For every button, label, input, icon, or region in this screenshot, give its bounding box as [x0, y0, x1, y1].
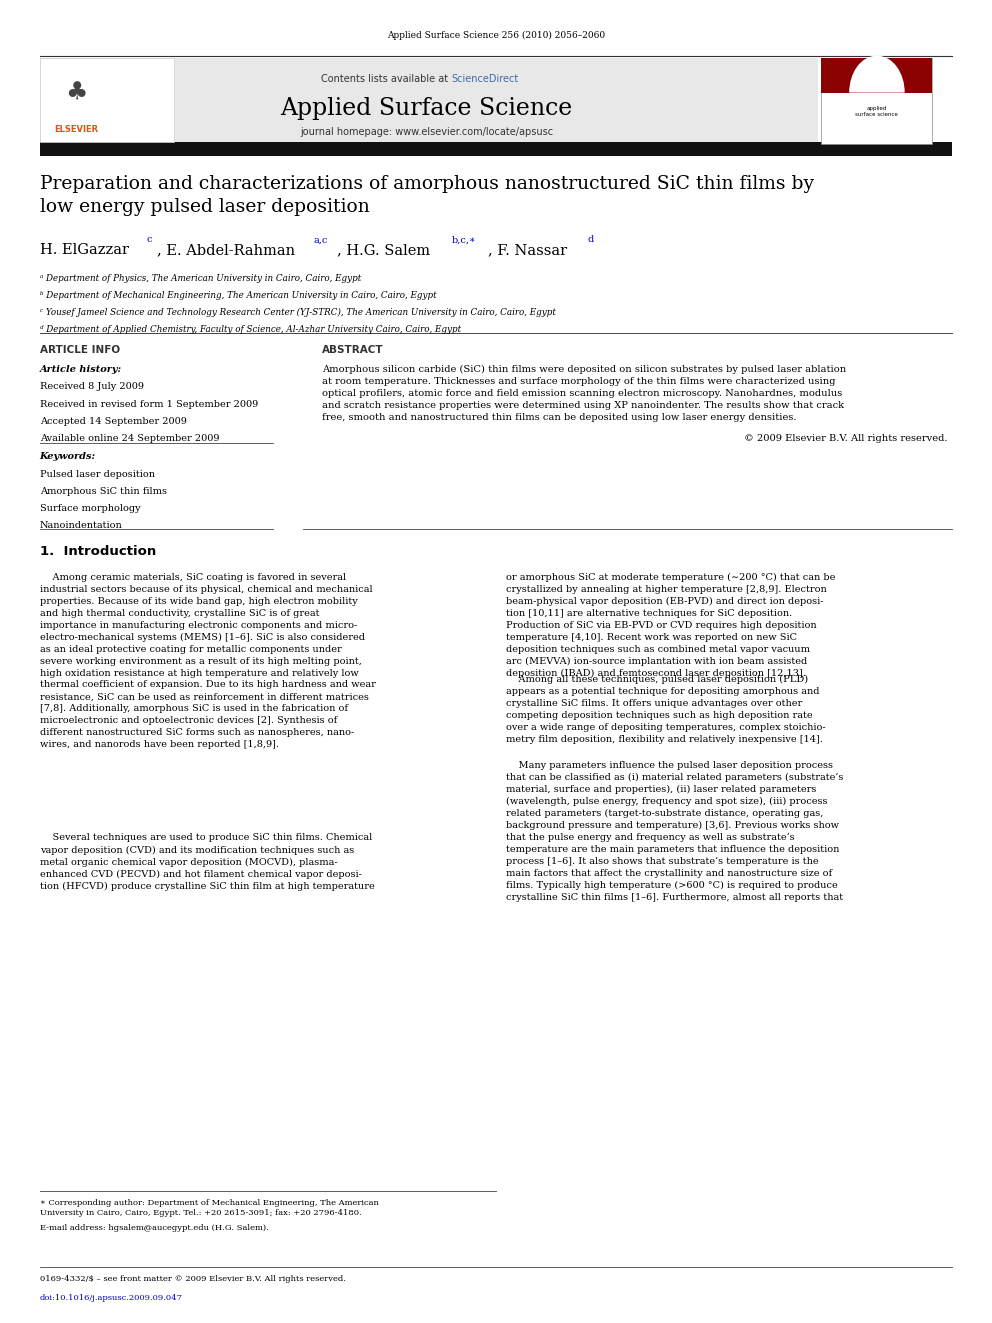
- Text: H. ElGazzar: H. ElGazzar: [40, 243, 129, 258]
- Text: Contents lists available at: Contents lists available at: [321, 74, 451, 85]
- Text: b,c,∗: b,c,∗: [451, 235, 476, 245]
- Text: Amorphous silicon carbide (SiC) thin films were deposited on silicon substrates : Amorphous silicon carbide (SiC) thin fil…: [322, 365, 846, 422]
- Text: Nanoindentation: Nanoindentation: [40, 521, 122, 531]
- Text: Many parameters influence the pulsed laser deposition process
that can be classi: Many parameters influence the pulsed las…: [506, 761, 843, 902]
- Text: journal homepage: www.elsevier.com/locate/apsusc: journal homepage: www.elsevier.com/locat…: [300, 127, 554, 138]
- Text: Surface morphology: Surface morphology: [40, 504, 140, 513]
- Text: 1.  Introduction: 1. Introduction: [40, 545, 156, 558]
- FancyBboxPatch shape: [40, 58, 174, 142]
- Text: Among ceramic materials, SiC coating is favored in several
industrial sectors be: Among ceramic materials, SiC coating is …: [40, 573, 376, 749]
- Text: ᵃ Department of Physics, The American University in Cairo, Cairo, Egypt: ᵃ Department of Physics, The American Un…: [40, 274, 361, 283]
- Text: ScienceDirect: ScienceDirect: [451, 74, 519, 85]
- Text: c: c: [147, 235, 153, 245]
- Text: ᵈ Department of Applied Chemistry, Faculty of Science, Al-Azhar University Cairo: ᵈ Department of Applied Chemistry, Facul…: [40, 325, 461, 335]
- Text: Available online 24 September 2009: Available online 24 September 2009: [40, 434, 219, 443]
- Text: Applied Surface Science 256 (2010) 2056–2060: Applied Surface Science 256 (2010) 2056–…: [387, 30, 605, 40]
- Text: , E. Abdel-Rahman: , E. Abdel-Rahman: [157, 243, 295, 258]
- Text: Amorphous SiC thin films: Amorphous SiC thin films: [40, 487, 167, 496]
- Text: or amorphous SiC at moderate temperature (∼200 °C) that can be
crystallized by a: or amorphous SiC at moderate temperature…: [506, 573, 835, 677]
- FancyBboxPatch shape: [821, 58, 932, 93]
- Text: d: d: [587, 235, 593, 245]
- Text: Received in revised form 1 September 2009: Received in revised form 1 September 200…: [40, 400, 258, 409]
- Text: Received 8 July 2009: Received 8 July 2009: [40, 382, 144, 392]
- Text: Accepted 14 September 2009: Accepted 14 September 2009: [40, 417, 186, 426]
- Text: Keywords:: Keywords:: [40, 452, 96, 462]
- Text: ABSTRACT: ABSTRACT: [322, 345, 384, 356]
- Text: Applied Surface Science: Applied Surface Science: [281, 97, 572, 120]
- Text: Preparation and characterizations of amorphous nanostructured SiC thin films by
: Preparation and characterizations of amo…: [40, 175, 813, 216]
- Text: , F. Nassar: , F. Nassar: [488, 243, 567, 258]
- Text: Article history:: Article history:: [40, 365, 122, 374]
- Text: ♣: ♣: [65, 81, 87, 105]
- FancyBboxPatch shape: [40, 142, 952, 156]
- Text: applied
surface science: applied surface science: [855, 106, 899, 116]
- FancyBboxPatch shape: [821, 58, 932, 144]
- Text: E-mail address: hgsalem@aucegypt.edu (H.G. Salem).: E-mail address: hgsalem@aucegypt.edu (H.…: [40, 1224, 269, 1232]
- Text: ᶜ Yousef Jameel Science and Technology Research Center (YJ-STRC), The American U: ᶜ Yousef Jameel Science and Technology R…: [40, 308, 556, 318]
- Text: doi:10.1016/j.apsusc.2009.09.047: doi:10.1016/j.apsusc.2009.09.047: [40, 1294, 183, 1302]
- Text: 0169-4332/$ – see front matter © 2009 Elsevier B.V. All rights reserved.: 0169-4332/$ – see front matter © 2009 El…: [40, 1275, 345, 1283]
- Text: © 2009 Elsevier B.V. All rights reserved.: © 2009 Elsevier B.V. All rights reserved…: [744, 434, 947, 443]
- Text: Several techniques are used to produce SiC thin films. Chemical
vapor deposition: Several techniques are used to produce S…: [40, 833, 374, 890]
- Wedge shape: [849, 56, 905, 93]
- Text: Pulsed laser deposition: Pulsed laser deposition: [40, 470, 155, 479]
- Text: a,c: a,c: [313, 235, 327, 245]
- FancyBboxPatch shape: [40, 58, 818, 142]
- Text: Among all these techniques, pulsed laser deposition (PLD)
appears as a potential: Among all these techniques, pulsed laser…: [506, 675, 825, 744]
- Text: ∗ Corresponding author: Department of Mechanical Engineering, The American
Unive: ∗ Corresponding author: Department of Me…: [40, 1199, 379, 1217]
- Text: ELSEVIER: ELSEVIER: [55, 126, 98, 134]
- Text: , H.G. Salem: , H.G. Salem: [337, 243, 431, 258]
- Text: ᵇ Department of Mechanical Engineering, The American University in Cairo, Cairo,: ᵇ Department of Mechanical Engineering, …: [40, 291, 436, 300]
- Text: ARTICLE INFO: ARTICLE INFO: [40, 345, 120, 356]
